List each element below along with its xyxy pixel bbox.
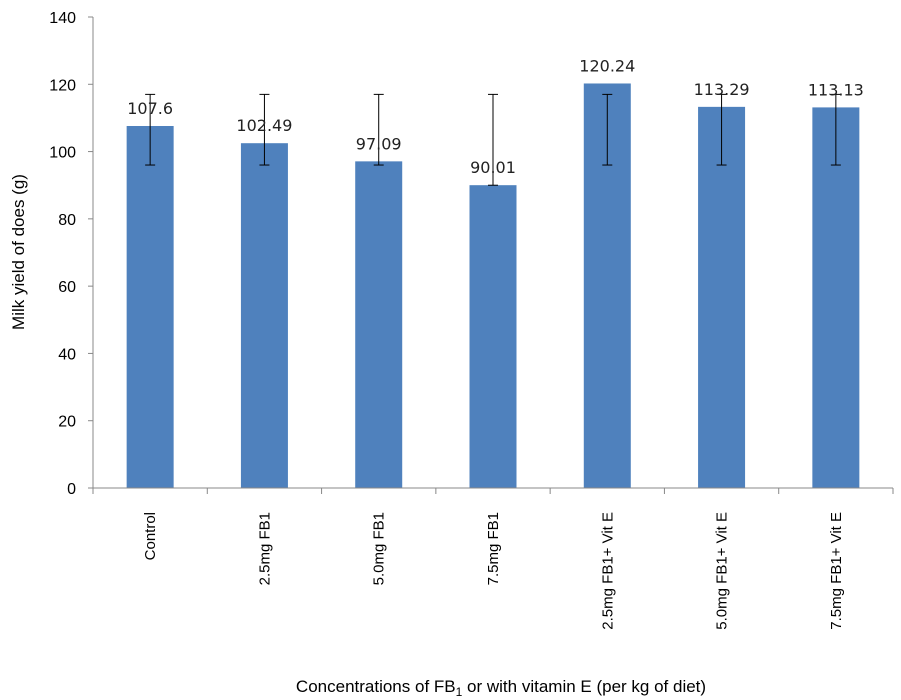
- x-category-label: 7.5mg FB1: [485, 512, 502, 585]
- bar: [698, 106, 746, 488]
- x-category-label: Control: [142, 512, 159, 560]
- y-tick-label: 40: [58, 346, 76, 363]
- y-tick-label: 140: [49, 10, 76, 27]
- bar: [355, 161, 403, 488]
- data-label: 102.49: [236, 116, 292, 135]
- bar: [469, 185, 517, 488]
- data-labels: 107.6 102.49 97.09 90.01 120.24 113.29 113.13: [127, 56, 864, 177]
- x-category-labels: Control 2.5mg FB1 5.0mg FB1 7.5mg FB1 2.5mg …: [142, 512, 845, 630]
- bar: [126, 126, 174, 488]
- x-category-label: 5.0mg FB1: [371, 512, 388, 585]
- y-tick-label: 20: [58, 414, 76, 431]
- data-label: 113.29: [694, 80, 750, 99]
- x-category-label: 2.5mg FB1+ Vit E: [599, 512, 616, 630]
- y-axis-ticks: 0 20 40 60 80 100 120 140: [49, 10, 894, 498]
- data-label: 107.6: [127, 99, 173, 118]
- x-category-label: 2.5mg FB1: [256, 512, 273, 585]
- data-label: 120.24: [579, 56, 635, 75]
- data-label: 97.09: [356, 134, 402, 153]
- data-label: 90.01: [470, 158, 516, 177]
- y-tick-label: 60: [58, 279, 76, 296]
- bar: [240, 143, 288, 489]
- data-label: 113.13: [808, 80, 864, 99]
- x-category-label: 5.0mg FB1+ Vit E: [714, 512, 731, 630]
- x-axis-title: Concentrations of FB1 or with vitamin E …: [296, 677, 706, 699]
- bar: [812, 107, 860, 489]
- y-tick-label: 80: [58, 212, 76, 229]
- y-axis-title: Milk yield of does (g): [9, 174, 28, 330]
- y-tick-label: 100: [49, 145, 76, 162]
- y-tick-label: 120: [49, 77, 76, 94]
- y-tick-label: 0: [67, 481, 76, 498]
- error-bars: [145, 93, 841, 186]
- x-category-label: 7.5mg FB1+ Vit E: [828, 512, 845, 630]
